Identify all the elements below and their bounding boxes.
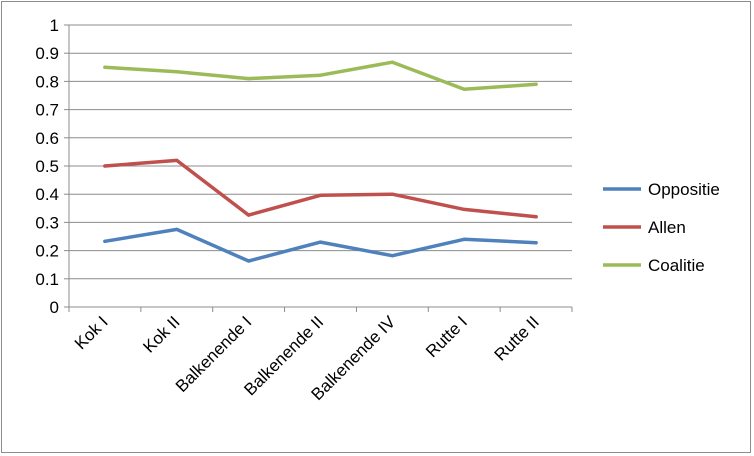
series-lines bbox=[103, 60, 538, 263]
y-tick-label: 0.9 bbox=[35, 44, 59, 63]
x-tick-label: Kok I bbox=[71, 312, 112, 353]
data-point bbox=[318, 240, 323, 244]
gridlines bbox=[69, 24, 572, 280]
data-point bbox=[534, 215, 538, 219]
data-point bbox=[247, 259, 251, 263]
data-point bbox=[247, 213, 251, 217]
data-point bbox=[534, 82, 538, 86]
y-tick-label: 0.5 bbox=[35, 157, 59, 176]
y-tick-label: 0 bbox=[50, 298, 59, 317]
data-point bbox=[462, 87, 466, 91]
data-point bbox=[318, 193, 323, 197]
data-point bbox=[462, 237, 466, 241]
data-point bbox=[175, 158, 179, 162]
legend: Oppositie Allen Coalitie bbox=[603, 180, 720, 275]
data-point bbox=[390, 60, 394, 64]
data-point bbox=[175, 70, 179, 74]
y-tick-label: 0.7 bbox=[35, 101, 59, 120]
x-tick-label: Rutte II bbox=[491, 312, 543, 364]
legend-label-oppositie: Oppositie bbox=[648, 180, 720, 199]
data-point bbox=[462, 207, 466, 212]
y-tick-labels: 0 0.1 0.2 0.3 0.4 0.5 0.6 0.7 0.8 0.9 1 bbox=[35, 16, 59, 317]
data-point bbox=[390, 254, 394, 258]
data-point bbox=[390, 192, 394, 196]
series-line-oppositie bbox=[103, 227, 538, 263]
data-point bbox=[318, 73, 323, 77]
legend-label-allen: Allen bbox=[648, 218, 686, 237]
data-point bbox=[103, 65, 107, 69]
y-tick-label: 1 bbox=[50, 16, 59, 35]
data-point bbox=[534, 241, 538, 245]
y-tick-label: 0.2 bbox=[35, 242, 59, 261]
y-tick-label: 0.8 bbox=[35, 72, 59, 91]
data-point bbox=[103, 239, 107, 243]
x-tick-label: Kok II bbox=[139, 312, 183, 356]
series-line-allen bbox=[103, 158, 538, 219]
y-tick-label: 0.3 bbox=[35, 213, 59, 232]
axes bbox=[64, 24, 573, 312]
legend-label-coalitie: Coalitie bbox=[648, 256, 705, 275]
y-tick-label: 0.4 bbox=[35, 185, 59, 204]
data-point bbox=[103, 164, 107, 168]
data-point bbox=[247, 76, 251, 81]
y-tick-label: 0.1 bbox=[35, 270, 59, 289]
data-point bbox=[175, 227, 179, 232]
x-tick-label: Rutte I bbox=[422, 312, 471, 361]
y-tick-label: 0.6 bbox=[35, 129, 59, 148]
